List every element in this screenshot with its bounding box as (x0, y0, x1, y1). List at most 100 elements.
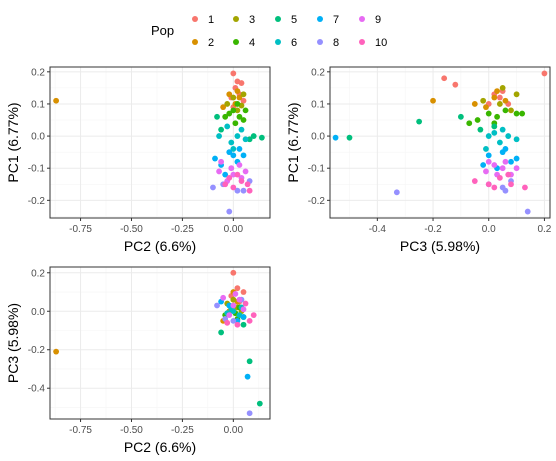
x-tick-label: -0.25 (171, 224, 194, 235)
point-pop-9 (499, 165, 506, 172)
y-tick-label: -0.2 (28, 345, 46, 356)
plot-frame (49, 266, 271, 420)
y-tick-label: 0.2 (311, 67, 325, 78)
y-tick-label: 0.1 (311, 99, 325, 110)
point-pop-5 (491, 123, 498, 130)
point-pop-4 (242, 107, 249, 114)
point-pop-7 (222, 171, 229, 178)
point-pop-8 (393, 189, 400, 196)
point-pop-1 (230, 269, 237, 276)
point-pop-7 (485, 152, 492, 159)
point-pop-5 (250, 133, 257, 139)
x-tick-label: -0.4 (369, 224, 387, 235)
point-pop-1 (541, 70, 548, 77)
panel-pc1-vs-pc2: -0.75 -0.50 -0.25 0.00 -0.2 -0.1 0.0 0.1 0.2 PC2 … (5, 66, 271, 254)
point-pop-10 (496, 174, 503, 181)
point-pop-8 (502, 187, 509, 194)
x-tick-label: -0.50 (120, 425, 143, 436)
point-pop-8 (210, 184, 216, 191)
point-pop-10 (238, 178, 245, 184)
legend-key-10 (359, 39, 365, 45)
point-pop-4 (474, 117, 481, 123)
legend-key-9 (359, 16, 365, 22)
point-pop-2 (53, 97, 60, 104)
x-tick-label: 0.2 (537, 224, 551, 235)
x-tick-label: 0.00 (224, 224, 244, 235)
point-pop-8 (234, 187, 241, 194)
point-pop-9 (216, 168, 222, 175)
point-pop-10 (491, 184, 498, 191)
point-pop-9 (230, 302, 237, 309)
legend-key-7 (317, 16, 323, 22)
point-pop-4 (494, 113, 500, 120)
point-pop-6 (485, 133, 492, 139)
legend-key-1 (192, 16, 198, 22)
point-pop-8 (246, 410, 253, 417)
point-pop-7 (332, 134, 339, 141)
point-pop-9 (232, 291, 239, 297)
x-tick-label: -0.50 (120, 224, 143, 235)
point-pop-9 (236, 162, 243, 168)
point-pop-6 (483, 146, 489, 152)
point-pop-8 (230, 317, 237, 324)
point-pop-10 (505, 171, 512, 178)
point-pop-4 (485, 110, 492, 117)
point-pop-2 (430, 97, 436, 104)
point-pop-9 (218, 158, 225, 165)
legend-title: Pop (151, 23, 174, 38)
point-pop-7 (240, 314, 247, 320)
point-pop-9 (485, 158, 492, 165)
point-pop-6 (234, 133, 241, 139)
point-pop-4 (519, 110, 526, 117)
y-tick-label: -0.2 (308, 196, 326, 207)
legend: Pop 1 2 3 4 5 6 7 8 9 10 (151, 14, 387, 49)
point-pop-10 (224, 319, 231, 326)
panel-pc1-vs-pc3: -0.4 -0.2 0.0 0.2 -0.2 -0.1 0.0 0.1 0.2 PC3 (5.98… (285, 66, 552, 254)
point-pop-3 (230, 94, 237, 101)
point-pop-4 (240, 117, 247, 123)
point-pop-5 (256, 400, 263, 407)
point-pop-7 (226, 149, 233, 156)
plot-background (330, 67, 550, 218)
point-pop-4 (513, 110, 520, 117)
point-pop-10 (234, 171, 241, 178)
point-pop-9 (240, 306, 247, 313)
point-pop-4 (226, 110, 233, 117)
point-pop-6 (242, 136, 249, 143)
point-pop-4 (232, 120, 239, 127)
legend-label-4: 4 (249, 37, 255, 49)
point-pop-2 (502, 97, 509, 104)
point-pop-9 (220, 294, 227, 301)
point-pop-10 (471, 178, 478, 184)
point-pop-4 (230, 107, 237, 114)
point-pop-6 (238, 126, 245, 133)
y-tick-label: -0.2 (28, 196, 46, 207)
plot-frame (49, 66, 271, 219)
y-axis-label: PC3 (5.98%) (5, 303, 21, 383)
point-pop-3 (480, 97, 487, 104)
plot-frame (329, 66, 551, 219)
legend-key-6 (275, 39, 281, 45)
y-axis-label: PC1 (6.77%) (285, 102, 301, 182)
point-pop-7 (230, 152, 237, 159)
point-pop-10 (250, 312, 257, 319)
point-pop-5 (457, 113, 464, 120)
y-tick-label: 0.0 (31, 132, 45, 143)
point-pop-2 (471, 101, 478, 107)
x-axis-label: PC2 (6.6%) (124, 238, 196, 254)
point-pop-10 (230, 184, 237, 191)
point-pop-3 (224, 101, 231, 107)
x-axis-label: PC2 (6.6%) (124, 439, 196, 455)
point-pop-7 (502, 146, 509, 152)
point-pop-4 (234, 101, 241, 107)
point-pop-8 (214, 302, 220, 309)
point-pop-9 (228, 165, 235, 172)
point-pop-4 (236, 113, 243, 120)
y-tick-label: 0.0 (311, 132, 325, 143)
point-pop-5 (218, 329, 225, 336)
point-pop-5 (246, 136, 253, 143)
point-pop-6 (224, 123, 231, 130)
point-pop-3 (513, 91, 520, 98)
point-pop-2 (483, 104, 489, 111)
point-pop-5 (477, 126, 484, 133)
